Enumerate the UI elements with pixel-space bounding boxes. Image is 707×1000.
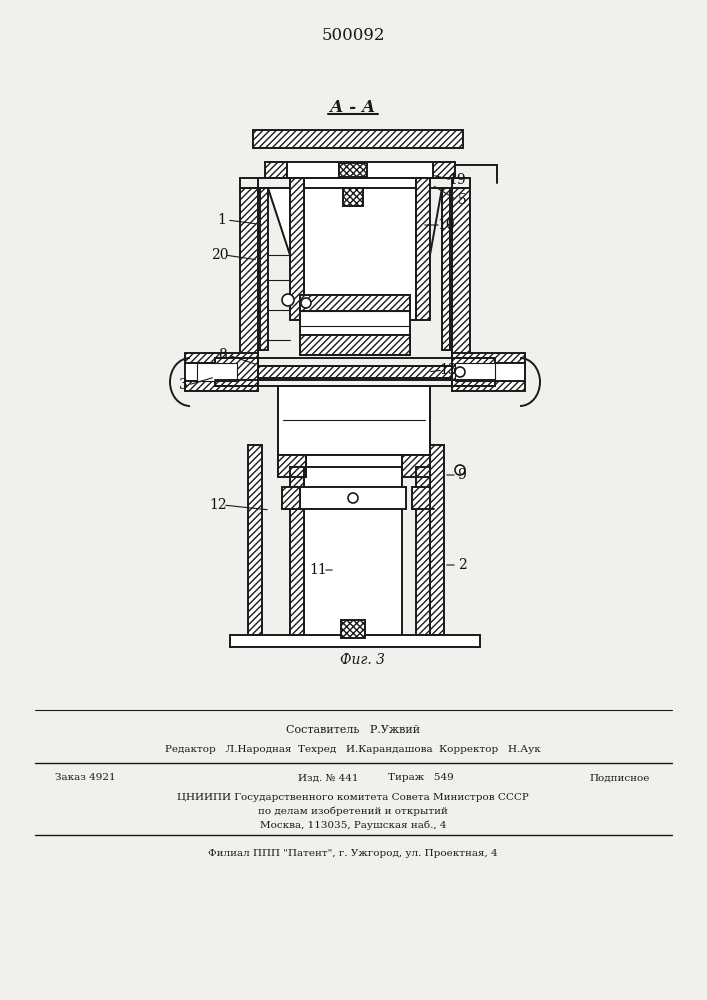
Bar	[402, 455, 430, 477]
Bar	[343, 188, 363, 206]
Bar	[300, 487, 406, 509]
Bar	[300, 335, 410, 355]
Bar	[240, 188, 258, 380]
Bar	[416, 467, 430, 635]
Bar	[304, 178, 416, 320]
Bar	[185, 381, 258, 391]
Circle shape	[282, 294, 294, 306]
Bar	[430, 445, 444, 635]
Bar	[248, 445, 262, 635]
Bar	[287, 162, 433, 178]
Bar	[260, 188, 268, 350]
Bar	[185, 363, 258, 381]
Text: 13: 13	[439, 363, 457, 377]
Bar	[341, 620, 365, 638]
Bar	[433, 162, 455, 178]
Circle shape	[348, 493, 358, 503]
Bar	[452, 353, 525, 363]
Text: Составитель   Р.Ужвий: Составитель Р.Ужвий	[286, 725, 420, 735]
Bar	[304, 467, 402, 635]
Bar	[416, 178, 430, 320]
Bar	[300, 311, 410, 355]
Bar	[290, 178, 304, 320]
Polygon shape	[268, 188, 290, 255]
Text: 10: 10	[437, 218, 455, 232]
Text: 11: 11	[309, 563, 327, 577]
Bar	[306, 455, 402, 477]
Bar	[452, 363, 525, 381]
Bar	[265, 162, 287, 178]
Bar	[452, 381, 525, 391]
Text: Изд. № 441: Изд. № 441	[298, 774, 358, 782]
Bar	[442, 188, 450, 350]
Text: 500092: 500092	[321, 26, 385, 43]
Text: 9: 9	[457, 468, 467, 482]
Text: Заказ 4921: Заказ 4921	[55, 774, 116, 782]
Bar	[278, 455, 306, 477]
Text: Тираж   549: Тираж 549	[388, 774, 454, 782]
Text: 2: 2	[457, 558, 467, 572]
Bar	[339, 163, 367, 177]
Text: 20: 20	[211, 248, 229, 262]
Text: ЦНИИПИ Государственного комитета Совета Министров СССР: ЦНИИПИ Государственного комитета Совета …	[177, 792, 529, 802]
Text: 8: 8	[218, 348, 228, 362]
Bar	[282, 487, 300, 509]
Circle shape	[301, 298, 311, 308]
Bar	[455, 363, 495, 381]
Text: Подписное: Подписное	[590, 774, 650, 782]
Bar	[452, 358, 495, 386]
Bar	[290, 467, 304, 635]
Circle shape	[455, 367, 465, 377]
Bar	[215, 358, 258, 386]
Bar	[197, 363, 237, 381]
Text: Редактор   Л.Народная  Техред   И.Карандашова  Корректор   Н.Аук: Редактор Л.Народная Техред И.Карандашова…	[165, 746, 541, 754]
Bar	[258, 366, 452, 378]
Bar	[230, 635, 480, 647]
Bar	[452, 188, 470, 380]
Text: 1: 1	[218, 213, 226, 227]
Text: 12: 12	[209, 498, 227, 512]
Bar	[185, 353, 258, 363]
Text: Москва, 113035, Раушская наб., 4: Москва, 113035, Раушская наб., 4	[259, 820, 446, 830]
Text: 19: 19	[448, 173, 466, 187]
Bar	[278, 386, 430, 455]
Text: А - А: А - А	[330, 100, 375, 116]
Bar	[300, 295, 410, 311]
Bar	[412, 487, 430, 509]
Text: 3: 3	[179, 378, 187, 392]
Text: по делам изобретений и открытий: по делам изобретений и открытий	[258, 806, 448, 816]
Text: 5: 5	[457, 193, 467, 207]
Text: Фиг. 3: Фиг. 3	[341, 653, 385, 667]
Circle shape	[455, 465, 465, 475]
Bar	[253, 130, 463, 148]
Text: Филиал ППП "Патент", г. Ужгород, ул. Проектная, 4: Филиал ППП "Патент", г. Ужгород, ул. Про…	[208, 848, 498, 857]
